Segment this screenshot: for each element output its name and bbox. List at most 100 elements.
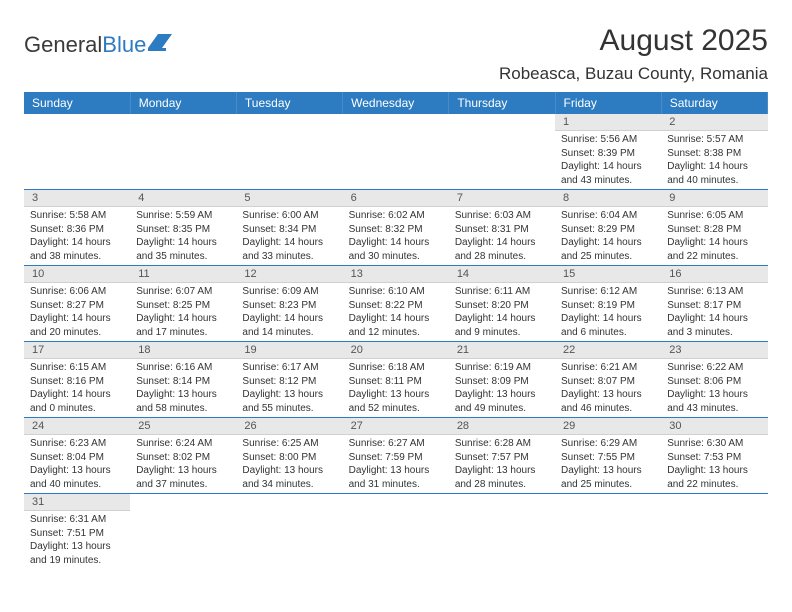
location: Robeasca, Buzau County, Romania <box>499 64 768 84</box>
day-details: Sunrise: 6:23 AMSunset: 8:04 PMDaylight:… <box>24 435 130 493</box>
calendar-day: 5Sunrise: 6:00 AMSunset: 8:34 PMDaylight… <box>236 190 342 266</box>
calendar-body: 1Sunrise: 5:56 AMSunset: 8:39 PMDaylight… <box>24 114 768 569</box>
calendar-day: 31Sunrise: 6:31 AMSunset: 7:51 PMDayligh… <box>24 494 130 570</box>
day-details: Sunrise: 6:06 AMSunset: 8:27 PMDaylight:… <box>24 283 130 341</box>
day-number: 20 <box>343 342 449 359</box>
day-details: Sunrise: 5:56 AMSunset: 8:39 PMDaylight:… <box>555 131 661 189</box>
day-details: Sunrise: 5:58 AMSunset: 8:36 PMDaylight:… <box>24 207 130 265</box>
day-number: 19 <box>236 342 342 359</box>
day-details: Sunrise: 6:12 AMSunset: 8:19 PMDaylight:… <box>555 283 661 341</box>
day-number: 3 <box>24 190 130 207</box>
day-number: 30 <box>661 418 767 435</box>
calendar-week: 17Sunrise: 6:15 AMSunset: 8:16 PMDayligh… <box>24 342 768 418</box>
day-number: 27 <box>343 418 449 435</box>
logo-text-blue: Blue <box>102 32 146 58</box>
calendar-day: 24Sunrise: 6:23 AMSunset: 8:04 PMDayligh… <box>24 418 130 494</box>
calendar-day: 27Sunrise: 6:27 AMSunset: 7:59 PMDayligh… <box>343 418 449 494</box>
calendar-empty <box>24 114 130 190</box>
day-number: 5 <box>236 190 342 207</box>
day-number: 28 <box>449 418 555 435</box>
logo: GeneralBlue <box>24 24 174 58</box>
day-number: 12 <box>236 266 342 283</box>
day-number: 17 <box>24 342 130 359</box>
day-header: Saturday <box>661 92 767 114</box>
calendar-day: 25Sunrise: 6:24 AMSunset: 8:02 PMDayligh… <box>130 418 236 494</box>
day-number: 29 <box>555 418 661 435</box>
day-details: Sunrise: 6:04 AMSunset: 8:29 PMDaylight:… <box>555 207 661 265</box>
day-number: 23 <box>661 342 767 359</box>
day-header: Tuesday <box>236 92 342 114</box>
calendar-day: 11Sunrise: 6:07 AMSunset: 8:25 PMDayligh… <box>130 266 236 342</box>
calendar-day: 16Sunrise: 6:13 AMSunset: 8:17 PMDayligh… <box>661 266 767 342</box>
day-details: Sunrise: 6:29 AMSunset: 7:55 PMDaylight:… <box>555 435 661 493</box>
calendar-day: 22Sunrise: 6:21 AMSunset: 8:07 PMDayligh… <box>555 342 661 418</box>
day-details: Sunrise: 6:31 AMSunset: 7:51 PMDaylight:… <box>24 511 130 569</box>
calendar-empty <box>449 114 555 190</box>
calendar-empty <box>236 494 342 570</box>
day-number: 8 <box>555 190 661 207</box>
month-title: August 2025 <box>499 24 768 58</box>
day-details: Sunrise: 5:59 AMSunset: 8:35 PMDaylight:… <box>130 207 236 265</box>
calendar-day: 8Sunrise: 6:04 AMSunset: 8:29 PMDaylight… <box>555 190 661 266</box>
calendar-week: 3Sunrise: 5:58 AMSunset: 8:36 PMDaylight… <box>24 190 768 266</box>
day-details: Sunrise: 6:18 AMSunset: 8:11 PMDaylight:… <box>343 359 449 417</box>
day-number: 4 <box>130 190 236 207</box>
day-details: Sunrise: 6:16 AMSunset: 8:14 PMDaylight:… <box>130 359 236 417</box>
day-details: Sunrise: 6:24 AMSunset: 8:02 PMDaylight:… <box>130 435 236 493</box>
day-details: Sunrise: 6:19 AMSunset: 8:09 PMDaylight:… <box>449 359 555 417</box>
calendar-day: 12Sunrise: 6:09 AMSunset: 8:23 PMDayligh… <box>236 266 342 342</box>
calendar-day: 18Sunrise: 6:16 AMSunset: 8:14 PMDayligh… <box>130 342 236 418</box>
calendar-day: 1Sunrise: 5:56 AMSunset: 8:39 PMDaylight… <box>555 114 661 190</box>
day-details: Sunrise: 6:05 AMSunset: 8:28 PMDaylight:… <box>661 207 767 265</box>
calendar-day: 30Sunrise: 6:30 AMSunset: 7:53 PMDayligh… <box>661 418 767 494</box>
calendar-day: 14Sunrise: 6:11 AMSunset: 8:20 PMDayligh… <box>449 266 555 342</box>
day-details: Sunrise: 6:02 AMSunset: 8:32 PMDaylight:… <box>343 207 449 265</box>
day-number: 10 <box>24 266 130 283</box>
day-header: Friday <box>555 92 661 114</box>
calendar-week: 31Sunrise: 6:31 AMSunset: 7:51 PMDayligh… <box>24 494 768 570</box>
day-number: 21 <box>449 342 555 359</box>
day-details: Sunrise: 6:13 AMSunset: 8:17 PMDaylight:… <box>661 283 767 341</box>
day-details: Sunrise: 6:11 AMSunset: 8:20 PMDaylight:… <box>449 283 555 341</box>
day-number: 18 <box>130 342 236 359</box>
day-number: 31 <box>24 494 130 511</box>
day-number: 13 <box>343 266 449 283</box>
day-details: Sunrise: 6:09 AMSunset: 8:23 PMDaylight:… <box>236 283 342 341</box>
calendar-empty <box>130 114 236 190</box>
calendar-week: 24Sunrise: 6:23 AMSunset: 8:04 PMDayligh… <box>24 418 768 494</box>
day-details: Sunrise: 6:27 AMSunset: 7:59 PMDaylight:… <box>343 435 449 493</box>
calendar-day: 15Sunrise: 6:12 AMSunset: 8:19 PMDayligh… <box>555 266 661 342</box>
day-details: Sunrise: 6:21 AMSunset: 8:07 PMDaylight:… <box>555 359 661 417</box>
day-details: Sunrise: 5:57 AMSunset: 8:38 PMDaylight:… <box>661 131 767 189</box>
calendar-day: 4Sunrise: 5:59 AMSunset: 8:35 PMDaylight… <box>130 190 236 266</box>
day-details: Sunrise: 6:17 AMSunset: 8:12 PMDaylight:… <box>236 359 342 417</box>
day-details: Sunrise: 6:15 AMSunset: 8:16 PMDaylight:… <box>24 359 130 417</box>
day-details: Sunrise: 6:10 AMSunset: 8:22 PMDaylight:… <box>343 283 449 341</box>
day-number: 6 <box>343 190 449 207</box>
day-number: 9 <box>661 190 767 207</box>
calendar-day: 29Sunrise: 6:29 AMSunset: 7:55 PMDayligh… <box>555 418 661 494</box>
day-number: 22 <box>555 342 661 359</box>
day-number: 7 <box>449 190 555 207</box>
calendar-day: 23Sunrise: 6:22 AMSunset: 8:06 PMDayligh… <box>661 342 767 418</box>
day-number: 11 <box>130 266 236 283</box>
day-header: Wednesday <box>343 92 449 114</box>
day-details: Sunrise: 6:30 AMSunset: 7:53 PMDaylight:… <box>661 435 767 493</box>
calendar-day: 17Sunrise: 6:15 AMSunset: 8:16 PMDayligh… <box>24 342 130 418</box>
day-number: 2 <box>661 114 767 131</box>
calendar-week: 10Sunrise: 6:06 AMSunset: 8:27 PMDayligh… <box>24 266 768 342</box>
logo-flag-icon <box>148 34 174 57</box>
calendar-day: 9Sunrise: 6:05 AMSunset: 8:28 PMDaylight… <box>661 190 767 266</box>
calendar-week: 1Sunrise: 5:56 AMSunset: 8:39 PMDaylight… <box>24 114 768 190</box>
day-header: Sunday <box>24 92 130 114</box>
day-number: 16 <box>661 266 767 283</box>
calendar-day: 7Sunrise: 6:03 AMSunset: 8:31 PMDaylight… <box>449 190 555 266</box>
calendar-empty <box>343 494 449 570</box>
days-of-week-row: SundayMondayTuesdayWednesdayThursdayFrid… <box>24 92 768 114</box>
day-details: Sunrise: 6:28 AMSunset: 7:57 PMDaylight:… <box>449 435 555 493</box>
calendar-day: 21Sunrise: 6:19 AMSunset: 8:09 PMDayligh… <box>449 342 555 418</box>
day-header: Monday <box>130 92 236 114</box>
calendar-empty <box>236 114 342 190</box>
calendar-empty <box>661 494 767 570</box>
calendar-day: 3Sunrise: 5:58 AMSunset: 8:36 PMDaylight… <box>24 190 130 266</box>
